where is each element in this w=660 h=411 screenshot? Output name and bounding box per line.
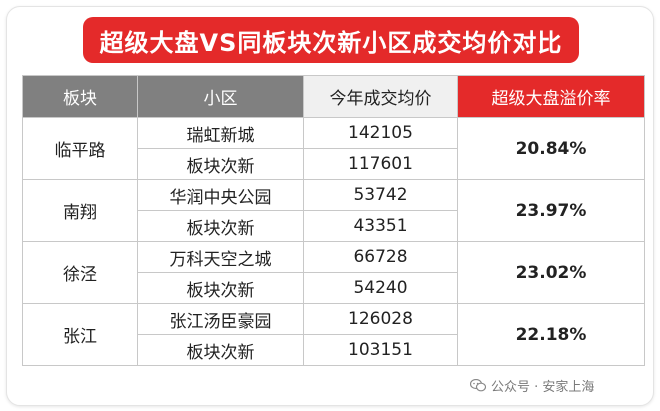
header-premium-rate: 超级大盘溢价率 <box>457 75 645 118</box>
header-price: 今年成交均价 <box>303 75 458 118</box>
premium-rate-cell: 20.84% <box>457 117 645 180</box>
community-cell: 万科天空之城 <box>137 241 304 273</box>
watermark-text: 公众号 · 安家上海 <box>491 379 595 395</box>
table-row: 临平路 瑞虹新城 142105 20.84% <box>22 117 645 180</box>
watermark: 公众号 · 安家上海 <box>470 375 594 395</box>
community-cell: 张江汤臣豪园 <box>137 303 304 335</box>
community-cell: 板块次新 <box>137 210 304 242</box>
community-cell: 板块次新 <box>137 272 304 304</box>
table-row: 徐泾 万科天空之城 66728 23.02% <box>22 241 645 304</box>
table-row: 板块次新 117601 <box>23 148 645 180</box>
table-row: 南翔 华润中央公园 53742 23.97% <box>22 179 645 242</box>
price-cell: 53742 <box>303 179 458 211</box>
price-cell: 43351 <box>303 210 458 242</box>
community-cell: 板块次新 <box>137 148 304 180</box>
premium-rate-cell: 23.97% <box>457 179 645 242</box>
comparison-table: 板块 小区 今年成交均价 超级大盘溢价率 临平路 瑞虹新城 142105 20.… <box>22 75 645 366</box>
page-title: 超级大盘VS同板块次新小区成交均价对比 <box>99 28 563 57</box>
header-community: 小区 <box>137 75 304 118</box>
premium-rate-cell: 22.18% <box>457 303 645 366</box>
district-cell: 南翔 <box>22 179 138 242</box>
premium-rate-cell: 23.02% <box>457 241 645 304</box>
price-cell: 66728 <box>303 241 458 273</box>
community-cell: 板块次新 <box>137 334 304 366</box>
table-row: 板块次新 43351 <box>23 210 645 242</box>
community-cell: 华润中央公园 <box>137 179 304 211</box>
price-cell: 54240 <box>303 272 458 304</box>
price-cell: 142105 <box>303 117 458 149</box>
table-row: 板块次新 103151 <box>23 334 645 366</box>
wechat-icon <box>470 379 486 392</box>
table-row: 板块次新 54240 <box>23 272 645 304</box>
price-cell: 126028 <box>303 303 458 335</box>
price-cell: 117601 <box>303 148 458 180</box>
district-cell: 张江 <box>22 303 138 366</box>
district-cell: 临平路 <box>22 117 138 180</box>
price-cell: 103151 <box>303 334 458 366</box>
community-cell: 瑞虹新城 <box>137 117 304 149</box>
district-cell: 徐泾 <box>22 241 138 304</box>
header-row: 板块 小区 今年成交均价 超级大盘溢价率 <box>22 75 645 118</box>
title-banner: 超级大盘VS同板块次新小区成交均价对比 <box>83 17 579 63</box>
header-district: 板块 <box>22 75 138 118</box>
table-row: 张江 张江汤臣豪园 126028 22.18% <box>22 303 645 366</box>
